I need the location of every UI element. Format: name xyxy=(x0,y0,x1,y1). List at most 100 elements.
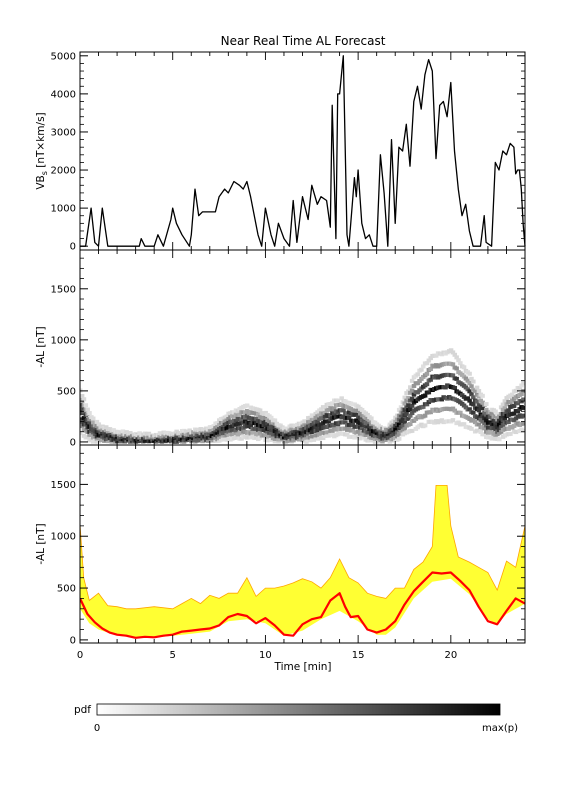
heatmap-cell xyxy=(484,407,489,412)
heatmap-cell xyxy=(239,417,244,422)
heatmap-cell xyxy=(304,439,309,444)
heatmap-cell xyxy=(409,403,415,408)
heatmap-cell xyxy=(400,417,406,422)
y-tick-label: 1500 xyxy=(51,480,76,491)
heatmap-cell xyxy=(510,392,515,397)
heatmap-cell xyxy=(356,429,361,434)
heatmap-cell xyxy=(471,418,476,423)
heatmap-cell xyxy=(515,401,521,406)
panel-al-pdf-ylabel: -AL [nT] xyxy=(35,326,47,367)
heatmap-cell xyxy=(471,395,476,400)
heatmap-cell xyxy=(361,435,367,440)
heatmap-cell xyxy=(506,408,511,413)
heatmap-cell xyxy=(365,432,370,437)
heatmap-cell xyxy=(443,385,448,390)
heatmap-cell xyxy=(493,414,498,419)
heatmap-cell xyxy=(469,392,474,397)
heatmap-cell xyxy=(281,426,287,431)
heatmap-cell xyxy=(254,416,259,421)
panel-al-pdf-y-ticks: 0 500 1000 1500 xyxy=(51,257,525,448)
heatmap-cell xyxy=(409,396,415,401)
heatmap-cell xyxy=(498,420,504,425)
panel-vbs-x-ticks xyxy=(79,52,526,250)
heatmap-cell xyxy=(461,422,467,427)
heatmap-cell xyxy=(96,422,102,427)
heatmap-cell xyxy=(426,400,432,405)
heatmap-cell xyxy=(80,394,85,399)
heatmap-cell xyxy=(83,403,89,408)
heatmap-cell xyxy=(463,405,469,410)
heatmap-cell xyxy=(254,425,259,430)
heatmap-cell xyxy=(317,413,322,418)
panel-al-forecast: 0 500 1000 1500 0 5 10 15 20 -AL [nT] Time [min… xyxy=(35,444,526,673)
vbs-series-line xyxy=(80,55,526,247)
heatmap-cell xyxy=(421,364,426,369)
heatmap-cell xyxy=(81,397,87,402)
heatmap-cell xyxy=(450,406,456,411)
panel-al-forecast-x-ticks: 0 5 10 15 20 xyxy=(77,445,526,661)
heatmap-cell xyxy=(521,413,525,418)
heatmap-cell xyxy=(511,403,517,408)
heatmap-cell xyxy=(313,424,318,429)
heatmap-cell xyxy=(482,410,487,415)
heatmap-cell xyxy=(244,403,250,408)
heatmap-cell xyxy=(424,371,430,376)
heatmap-cell xyxy=(408,413,413,418)
heatmap-cell xyxy=(224,414,229,419)
heatmap-cell xyxy=(513,430,519,435)
heatmap-cell xyxy=(521,381,525,386)
heatmap-cell xyxy=(402,395,407,400)
heatmap-cell xyxy=(500,402,506,407)
heatmap-cell xyxy=(495,425,500,430)
heatmap-cell xyxy=(211,429,216,434)
panel-vbs-y-ticks: 0 1000 2000 3000 4000 5000 xyxy=(51,51,525,253)
x-tick-label: 15 xyxy=(352,650,365,661)
x-tick-label: 20 xyxy=(444,650,457,661)
heatmap-cell xyxy=(482,426,487,431)
heatmap-cell xyxy=(422,393,428,398)
heatmap-cell xyxy=(424,361,430,366)
heatmap-cell xyxy=(452,352,458,357)
heatmap-cell xyxy=(417,378,422,383)
heatmap-cell xyxy=(276,439,281,444)
x-tick-label: 0 xyxy=(77,650,83,661)
heatmap-cell xyxy=(493,409,498,414)
heatmap-cell xyxy=(458,361,463,366)
heatmap-cell xyxy=(80,431,83,436)
heatmap-cell xyxy=(428,356,433,361)
heatmap-cell xyxy=(461,365,467,370)
heatmap-cell xyxy=(113,436,118,441)
heatmap-cell xyxy=(346,415,352,420)
heatmap-cell xyxy=(404,411,409,416)
heatmap-cell xyxy=(87,420,92,425)
heatmap-cell xyxy=(467,407,472,412)
heatmap-cell xyxy=(396,436,402,441)
heatmap-cell xyxy=(257,435,263,440)
heatmap-cell xyxy=(263,410,268,415)
heatmap-cell xyxy=(215,428,220,433)
heatmap-cell xyxy=(272,429,278,434)
heatmap-cell xyxy=(472,420,478,425)
heatmap-cell xyxy=(319,407,324,412)
heatmap-cell xyxy=(409,378,415,383)
heatmap-cell xyxy=(350,427,356,432)
heatmap-cell xyxy=(409,428,415,433)
heatmap-cell xyxy=(450,418,456,423)
heatmap-cell xyxy=(495,412,500,417)
heatmap-cell xyxy=(235,409,241,414)
heatmap-cell xyxy=(237,412,242,417)
heatmap-cell xyxy=(450,362,456,367)
heatmap-cell xyxy=(408,390,413,395)
heatmap-cell xyxy=(478,430,483,435)
heatmap-cell xyxy=(356,433,361,438)
heatmap-cell xyxy=(467,398,472,403)
heatmap-cell xyxy=(469,384,474,389)
heatmap-cell xyxy=(369,416,374,421)
heatmap-cell xyxy=(506,419,511,424)
heatmap-cell xyxy=(256,412,261,417)
heatmap-cell xyxy=(465,396,471,401)
heatmap-cell xyxy=(521,397,525,402)
heatmap-cell xyxy=(476,389,482,394)
heatmap-cell xyxy=(480,393,485,398)
heatmap-cell xyxy=(233,428,239,433)
